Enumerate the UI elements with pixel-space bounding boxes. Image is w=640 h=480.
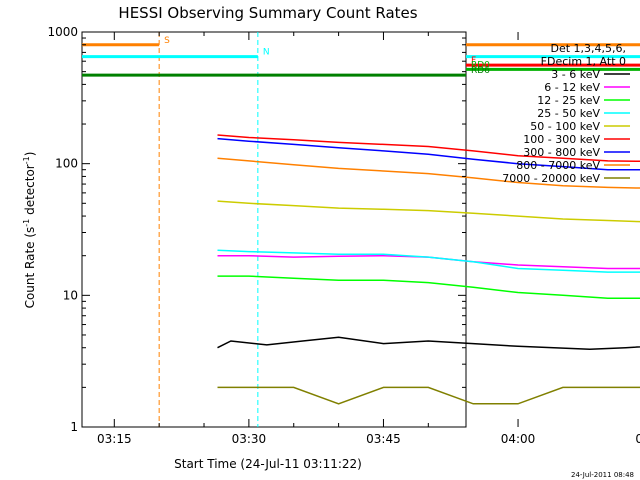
legend-label-50-100-kev: 50 - 100 keV [530,120,600,133]
legend-label-100-300-kev: 100 - 300 keV [523,133,600,146]
legend-label-25-50-kev: 25 - 50 keV [537,107,600,120]
legend-label-800-7000-kev: 800 - 7000 keV [516,159,600,172]
x-tick-label: 04:00 [501,432,536,446]
chart-title: HESSI Observing Summary Count Rates [118,4,417,22]
legend-header: FDecim 1, Att 0 [541,55,626,68]
series-line-12-25-kev [217,275,640,300]
legend-label-3-6-kev: 3 - 6 keV [551,68,600,81]
legend-header: Det 1,3,4,5,6, [550,42,626,55]
flag-label-rd0: RD0 [471,60,490,70]
series-line-3-6-kev [217,336,640,350]
x-tick-label: 04:15 [635,432,640,446]
y-tick-label: 1 [70,420,78,434]
footer-timestamp: 24-Jul-2011 08:48 [571,471,634,479]
x-tick-label: 03:30 [232,432,267,446]
flag-label-s: S [164,36,170,46]
series-line-800-7000-kev [217,157,640,189]
flag-label-n: N [263,48,270,58]
series-line-100-300-kev [217,134,640,163]
legend-label-12-25-kev: 12 - 25 keV [537,94,600,107]
series-line-25-50-kev [217,249,640,273]
series-line-6-12-kev [217,254,640,270]
axes: 03:1503:3003:4504:0004:1504:3004:4511010… [47,25,640,446]
y-tick-label: 10 [63,288,78,302]
x-tick-label: 03:15 [97,432,132,446]
series-line-300-800-kev [217,137,640,171]
y-tick-label: 1000 [47,25,78,39]
legend-label-300-800-kev: 300 - 800 keV [523,146,600,159]
plot-frame [81,31,467,428]
x-axis-label: Start Time (24-Jul-11 03:11:22) [174,457,362,471]
flag-label-f: F [471,56,476,66]
legend-label-6-12-kev: 6 - 12 keV [544,81,600,94]
series-line-50-100-kev [217,200,640,223]
event-markers [158,32,259,427]
flag-label-rd6: RD6 [471,66,490,76]
y-axis-label: Count Rate (s-1 detector-1) [22,152,37,309]
legend: Det 1,3,4,5,6,FDecim 1, Att 03 - 6 keV6 … [502,42,630,185]
series-lines [217,134,640,405]
legend-label-7000-20000-kev: 7000 - 20000 keV [502,172,600,185]
y-tick-label: 100 [55,157,78,171]
series-line-7000-20000-kev [217,386,640,405]
x-tick-label: 03:45 [366,432,401,446]
